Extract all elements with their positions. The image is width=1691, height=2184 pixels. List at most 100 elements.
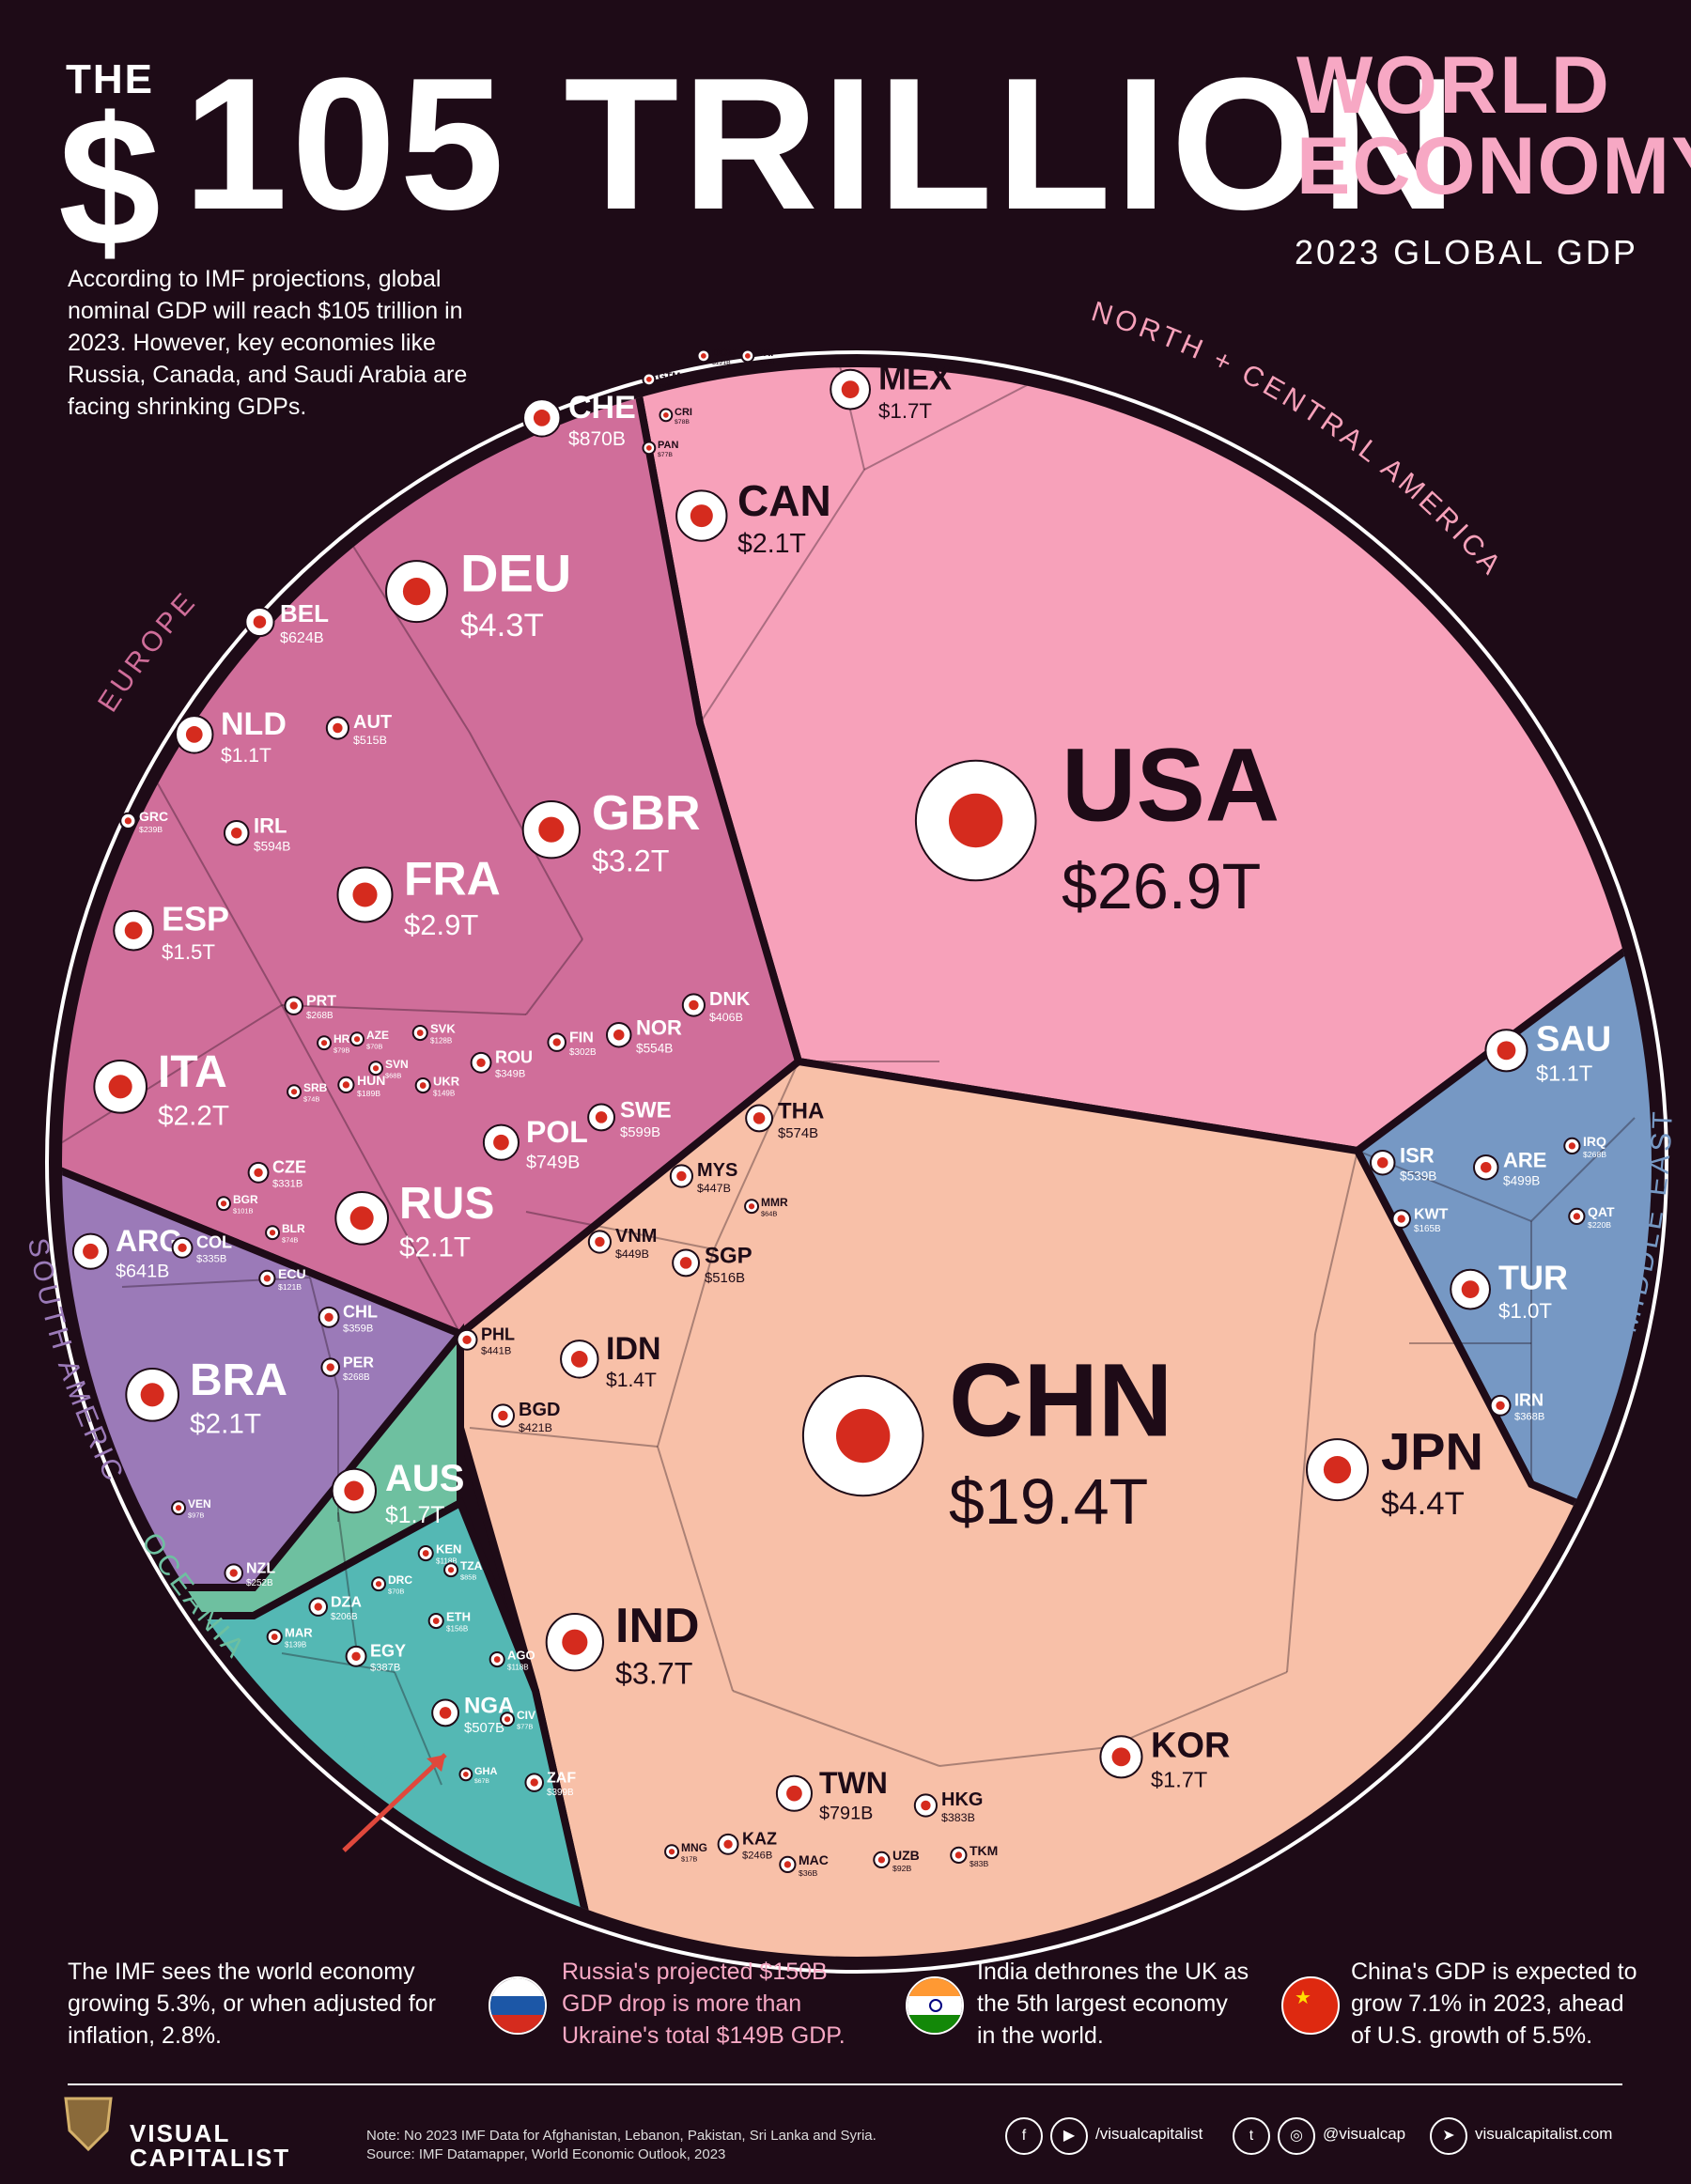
flag-emblem xyxy=(841,380,860,398)
country-value-label: $77B xyxy=(658,452,673,458)
cursor-icon[interactable]: ➤ xyxy=(1430,2117,1467,2155)
country-code-label: PRI xyxy=(756,348,773,359)
footnote: Note: No 2023 IMF Data for Afghanistan, … xyxy=(366,2128,877,2144)
website-link[interactable]: visualcapitalist.com xyxy=(1475,2125,1613,2143)
country-value-label: $349B xyxy=(495,1069,525,1080)
region-label: EUROPE xyxy=(92,585,203,718)
brand-line2: CAPITALIST xyxy=(130,2144,291,2172)
country-value-label: $252B xyxy=(246,1578,273,1588)
twitter-icon[interactable]: t xyxy=(1233,2117,1270,2155)
instagram-icon[interactable]: ◎ xyxy=(1278,2117,1315,2155)
flag-emblem xyxy=(954,1851,963,1859)
country-code-label: ARE xyxy=(1503,1149,1546,1172)
flag-emblem xyxy=(229,1569,238,1577)
country-cri: CRI$78B xyxy=(659,407,692,426)
facebook-icon[interactable]: f xyxy=(1005,2117,1043,2155)
country-value-label: $156B xyxy=(446,1625,468,1634)
country-value-label: $1.4T xyxy=(606,1370,657,1391)
country-value-label: $1.1T xyxy=(1536,1061,1592,1086)
country-value-label: $2.1T xyxy=(190,1409,261,1440)
flag-emblem xyxy=(372,1065,380,1072)
cell-border xyxy=(657,1446,734,1692)
country-value-label: $4.4T xyxy=(1381,1486,1465,1522)
country-srb: SRB$74B xyxy=(287,1081,328,1103)
country-code-label: SAU xyxy=(1536,1019,1611,1059)
flag-emblem xyxy=(344,1480,365,1501)
country-code-label: CZE xyxy=(272,1157,306,1176)
country-code-label: USA xyxy=(1062,728,1280,844)
country-code-label: TUR xyxy=(1498,1259,1568,1297)
country-value-label: $92B xyxy=(892,1864,911,1873)
country-code-label: FIN xyxy=(569,1030,594,1046)
main-title: 105 TRILLION xyxy=(183,39,1461,249)
flag-emblem xyxy=(253,615,267,628)
note-india: India dethrones the UK as the 5th larges… xyxy=(977,1959,1249,2049)
flag-emblem xyxy=(835,1408,891,1464)
country-jpn: JPN $4.4T xyxy=(1306,1422,1483,1522)
country-value-label: $70B xyxy=(388,1587,404,1595)
country-vnm: VNM$449B xyxy=(587,1226,657,1261)
social-handle-1[interactable]: /visualcapitalist xyxy=(1095,2125,1203,2143)
country-value-label: $406B xyxy=(709,1011,743,1024)
country-value-label: $749B xyxy=(526,1152,580,1172)
country-code-label: ARG xyxy=(116,1224,182,1258)
country-nld: NLD $1.1T xyxy=(175,706,287,767)
country-code-label: COL xyxy=(196,1232,232,1251)
footer-divider xyxy=(68,2083,1622,2085)
country-value-label: $387B xyxy=(370,1663,400,1674)
country-code-label: SGP xyxy=(705,1243,752,1268)
flag-emblem xyxy=(1461,1280,1480,1298)
country-hkg: HKG$383B xyxy=(913,1789,983,1824)
social-handle-2[interactable]: @visualcap xyxy=(1323,2125,1406,2143)
flag-emblem xyxy=(562,1629,588,1655)
country-sgp: SGP $516B xyxy=(672,1243,752,1286)
youtube-icon[interactable]: ▶ xyxy=(1050,2117,1088,2155)
country-value-label: $449B xyxy=(615,1247,649,1261)
country-code-label: JPN xyxy=(1381,1422,1483,1481)
country-chl: CHL $359B xyxy=(318,1302,378,1335)
country-code-label: VNM xyxy=(615,1226,657,1247)
country-value-label: $447B xyxy=(697,1182,731,1195)
country-code-label: QAT xyxy=(1588,1204,1615,1219)
country-value-label: $101B xyxy=(233,1206,254,1215)
country-gtm: GTM$102B xyxy=(642,371,680,390)
flag-emblem xyxy=(83,1243,99,1260)
country-code-label: IRL xyxy=(254,814,287,838)
flag-emblem xyxy=(320,1040,328,1046)
flag-emblem xyxy=(416,1030,424,1036)
country-sau: SAU$1.1T xyxy=(1484,1019,1611,1086)
country-value-label: $539B xyxy=(1400,1169,1436,1183)
country-value-label: $4.3T xyxy=(460,608,544,643)
country-value-label: $68B xyxy=(385,1071,401,1079)
country-code-label: MAR xyxy=(285,1626,313,1640)
flag-emblem xyxy=(342,1081,350,1089)
country-drc: DRC$70B xyxy=(371,1573,412,1595)
flag-emblem xyxy=(877,1856,886,1864)
country-value-label: $3.7T xyxy=(615,1656,692,1690)
country-value-label: $1.1T xyxy=(221,745,271,767)
country-value-label: $302B xyxy=(569,1047,597,1058)
flag-emblem xyxy=(668,1849,675,1855)
country-kaz: KAZ $246B xyxy=(717,1829,777,1862)
country-code-label: SWE xyxy=(620,1097,672,1123)
country-cze: CZE $331B xyxy=(247,1157,306,1190)
country-ind: IND$3.7T xyxy=(545,1599,700,1690)
source-note: Note: No 2023 IMF Data for Afghanistan, … xyxy=(366,2127,877,2164)
country-pan: PAN$77B xyxy=(642,440,678,458)
country-code-label: ROU xyxy=(495,1047,533,1066)
country-ken: KEN$118B xyxy=(417,1542,461,1566)
country-civ: CIV$77B xyxy=(500,1709,535,1730)
country-svn: SVN$68B xyxy=(368,1058,409,1079)
country-are: ARE$499B xyxy=(1472,1149,1546,1187)
country-mys: MYS$447B xyxy=(669,1160,737,1195)
country-value-label: $2.9T xyxy=(404,908,478,941)
outer-ring xyxy=(45,350,1668,1974)
country-value-label: $26.9T xyxy=(1062,851,1261,922)
country-value-label: $67B xyxy=(474,1778,489,1785)
cell-border xyxy=(939,1746,1109,1767)
country-value-label: $79B xyxy=(334,1046,349,1054)
country-code-label: PAN xyxy=(658,440,678,451)
cell-border xyxy=(62,769,151,809)
country-chn: CHN$19.4T xyxy=(801,1343,1172,1538)
